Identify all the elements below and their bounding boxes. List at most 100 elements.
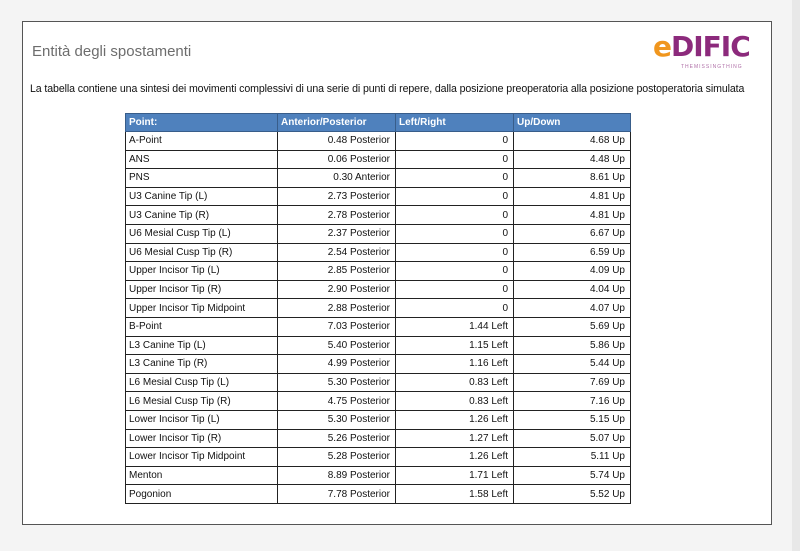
point-cell: L6 Mesial Cusp Tip (R) bbox=[125, 391, 278, 411]
up-down-cell: 4.68 Up bbox=[513, 131, 631, 151]
point-cell: Upper Incisor Tip (R) bbox=[125, 279, 278, 300]
table-row: U6 Mesial Cusp Tip (L) 2.37 Posterior 0 6.6… bbox=[125, 223, 631, 244]
anterior-posterior-cell: 2.90 Posterior bbox=[277, 279, 396, 300]
up-down-cell: 5.44 Up bbox=[513, 354, 631, 374]
point-cell: Upper Incisor Tip Midpoint bbox=[125, 298, 278, 318]
table-row: Upper Incisor Tip (R) 2.90 Posterior 0 4.04… bbox=[125, 279, 631, 300]
table-row: L3 Canine Tip (L) 5.40 Posterior 1.15 Left… bbox=[125, 335, 631, 356]
left-right-cell: 1.44 Left bbox=[395, 316, 514, 337]
point-cell: ANS bbox=[125, 149, 278, 170]
edific-logo: eDIFIC THEMISSINGTHING bbox=[653, 30, 751, 70]
point-cell: B-Point bbox=[125, 316, 278, 337]
up-down-cell: 4.48 Up bbox=[513, 149, 631, 170]
left-right-cell: 0 bbox=[395, 279, 514, 300]
anterior-posterior-cell: 2.54 Posterior bbox=[277, 242, 396, 263]
anterior-posterior-cell: 2.85 Posterior bbox=[277, 261, 396, 281]
table-row: Upper Incisor Tip Midpoint 2.88 Posterior… bbox=[125, 298, 631, 318]
left-right-cell: 0 bbox=[395, 149, 514, 170]
table-row: L3 Canine Tip (R) 4.99 Posterior 1.16 Left… bbox=[125, 354, 631, 374]
point-cell: U3 Canine Tip (L) bbox=[125, 186, 278, 207]
up-down-cell: 5.15 Up bbox=[513, 409, 631, 430]
left-right-cell: 0 bbox=[395, 298, 514, 318]
left-right-cell: 1.26 Left bbox=[395, 447, 514, 467]
left-right-cell: 0 bbox=[395, 261, 514, 281]
left-right-cell: 1.15 Left bbox=[395, 335, 514, 356]
up-down-cell: 7.69 Up bbox=[513, 372, 631, 393]
table-row: Lower Incisor Tip Midpoint 5.28 Posterior… bbox=[125, 447, 631, 467]
up-down-cell: 8.61 Up bbox=[513, 168, 631, 188]
table-row: L6 Mesial Cusp Tip (L) 5.30 Posterior 0.83… bbox=[125, 372, 631, 393]
up-down-cell: 5.86 Up bbox=[513, 335, 631, 356]
up-down-cell: 5.52 Up bbox=[513, 484, 631, 504]
point-cell: L6 Mesial Cusp Tip (L) bbox=[125, 372, 278, 393]
anterior-posterior-cell: 8.89 Posterior bbox=[277, 465, 396, 486]
anterior-posterior-cell: 5.26 Posterior bbox=[277, 428, 396, 449]
left-right-cell: 0 bbox=[395, 205, 514, 225]
anterior-posterior-cell: 5.40 Posterior bbox=[277, 335, 396, 356]
point-cell: L3 Canine Tip (L) bbox=[125, 335, 278, 356]
table-row: U3 Canine Tip (L) 2.73 Posterior 0 4.81 Up bbox=[125, 186, 631, 207]
anterior-posterior-cell: 4.75 Posterior bbox=[277, 391, 396, 411]
column-header: Point: bbox=[125, 113, 278, 132]
up-down-cell: 4.81 Up bbox=[513, 186, 631, 207]
table-row: U6 Mesial Cusp Tip (R) 2.54 Posterior 0 6.5… bbox=[125, 242, 631, 263]
up-down-cell: 5.11 Up bbox=[513, 447, 631, 467]
column-header: Up/Down bbox=[513, 113, 631, 132]
left-right-cell: 1.58 Left bbox=[395, 484, 514, 504]
point-cell: Menton bbox=[125, 465, 278, 486]
table-row: Pogonion 7.78 Posterior 1.58 Left 5.52 Up bbox=[125, 484, 631, 504]
left-right-cell: 0 bbox=[395, 242, 514, 263]
table-row: Menton 8.89 Posterior 1.71 Left 5.74 Up bbox=[125, 465, 631, 486]
table-row: Upper Incisor Tip (L) 2.85 Posterior 0 4.09… bbox=[125, 261, 631, 281]
point-cell: Lower Incisor Tip (L) bbox=[125, 409, 278, 430]
left-right-cell: 1.71 Left bbox=[395, 465, 514, 486]
up-down-cell: 5.69 Up bbox=[513, 316, 631, 337]
anterior-posterior-cell: 5.28 Posterior bbox=[277, 447, 396, 467]
point-cell: Pogonion bbox=[125, 484, 278, 504]
anterior-posterior-cell: 2.78 Posterior bbox=[277, 205, 396, 225]
anterior-posterior-cell: 2.37 Posterior bbox=[277, 223, 396, 244]
table-row: L6 Mesial Cusp Tip (R) 4.75 Posterior 0.83… bbox=[125, 391, 631, 411]
table-row: PNS 0.30 Anterior 0 8.61 Up bbox=[125, 168, 631, 188]
left-right-cell: 1.27 Left bbox=[395, 428, 514, 449]
table-header-row: Point: Anterior/Posterior Left/Right Up/Dow… bbox=[125, 113, 631, 132]
point-cell: PNS bbox=[125, 168, 278, 188]
column-header: Anterior/Posterior bbox=[277, 113, 396, 132]
left-right-cell: 0.83 Left bbox=[395, 372, 514, 393]
up-down-cell: 4.07 Up bbox=[513, 298, 631, 318]
anterior-posterior-cell: 5.30 Posterior bbox=[277, 409, 396, 430]
up-down-cell: 7.16 Up bbox=[513, 391, 631, 411]
column-header: Left/Right bbox=[395, 113, 514, 132]
up-down-cell: 4.04 Up bbox=[513, 279, 631, 300]
left-right-cell: 0 bbox=[395, 223, 514, 244]
table-row: Lower Incisor Tip (L) 5.30 Posterior 1.26 … bbox=[125, 409, 631, 430]
point-cell: Lower Incisor Tip Midpoint bbox=[125, 447, 278, 467]
left-right-cell: 0 bbox=[395, 168, 514, 188]
point-cell: Upper Incisor Tip (L) bbox=[125, 261, 278, 281]
left-right-cell: 0 bbox=[395, 131, 514, 151]
page-title: Entità degli spostamenti bbox=[32, 43, 192, 60]
up-down-cell: 6.59 Up bbox=[513, 242, 631, 263]
up-down-cell: 4.09 Up bbox=[513, 261, 631, 281]
anterior-posterior-cell: 2.88 Posterior bbox=[277, 298, 396, 318]
left-right-cell: 1.16 Left bbox=[395, 354, 514, 374]
table-row: Lower Incisor Tip (R) 5.26 Posterior 1.27 … bbox=[125, 428, 631, 449]
scrollbar[interactable] bbox=[792, 0, 800, 551]
anterior-posterior-cell: 7.03 Posterior bbox=[277, 316, 396, 337]
displacement-table: Point: Anterior/Posterior Left/Right Up/Dow… bbox=[125, 113, 631, 504]
point-cell: Lower Incisor Tip (R) bbox=[125, 428, 278, 449]
up-down-cell: 5.74 Up bbox=[513, 465, 631, 486]
up-down-cell: 4.81 Up bbox=[513, 205, 631, 225]
point-cell: U3 Canine Tip (R) bbox=[125, 205, 278, 225]
table-row: A-Point 0.48 Posterior 0 4.68 Up bbox=[125, 131, 631, 151]
description-text: La tabella contiene una sintesi dei movi… bbox=[30, 83, 745, 95]
point-cell: A-Point bbox=[125, 131, 278, 151]
anterior-posterior-cell: 7.78 Posterior bbox=[277, 484, 396, 504]
left-right-cell: 0.83 Left bbox=[395, 391, 514, 411]
document-page: Entità degli spostamenti eDIFIC THEMISSI… bbox=[22, 21, 772, 525]
up-down-cell: 6.67 Up bbox=[513, 223, 631, 244]
up-down-cell: 5.07 Up bbox=[513, 428, 631, 449]
anterior-posterior-cell: 0.30 Anterior bbox=[277, 168, 396, 188]
anterior-posterior-cell: 2.73 Posterior bbox=[277, 186, 396, 207]
point-cell: L3 Canine Tip (R) bbox=[125, 354, 278, 374]
